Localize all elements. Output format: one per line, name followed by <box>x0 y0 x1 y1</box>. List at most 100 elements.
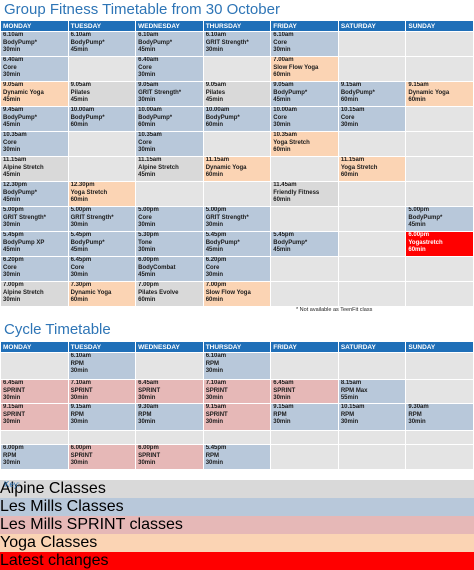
class-length: 30min <box>273 419 291 426</box>
class-cell: 5.45pm BodyPump* 45min <box>270 231 339 257</box>
class-length: 60min <box>408 97 426 104</box>
class-cell: 6.45am SPRINT 30min <box>135 379 204 404</box>
class-cell: 9.05am Dynamic Yoga 45min <box>0 81 69 107</box>
class-cell: 6.00pm Yogastretch 60min <box>405 231 474 257</box>
class-length: 30min <box>138 460 156 467</box>
empty-cell <box>270 281 339 307</box>
class-length: 45min <box>70 247 88 254</box>
timetable-row: 6.45am SPRINT 30min 7.10am SPRINT 30min 6.45am… <box>0 379 474 404</box>
class-name: BodyPump* <box>3 189 38 196</box>
class-time: 6.40am <box>138 57 159 64</box>
class-length: 45min <box>205 97 224 104</box>
class-cell: 6.45am SPRINT 30min <box>0 379 69 404</box>
empty-cell <box>202 131 272 157</box>
class-name: SPRINT <box>138 387 161 394</box>
class-name: Slow Flow Yoga <box>205 289 251 296</box>
class-cell: 6.00pm BodyCombat 45min <box>135 256 204 282</box>
class-name: Yoga Stretch <box>70 189 108 196</box>
class-cell: 6.10am RPM 30min <box>202 352 272 380</box>
timetable-row: 9.05am Dynamic Yoga 45min 9.05am Pilates 45mi… <box>0 81 474 107</box>
class-name: BodyPump* <box>205 114 240 121</box>
cycle-table: MONDAY TUESDAY WEDNESDAY THURSDAY FRIDAY SATU… <box>0 341 474 470</box>
class-cell: 8.15am RPM Max 55min <box>337 379 407 404</box>
class-name: Core <box>3 139 17 146</box>
empty-cell <box>337 256 407 282</box>
class-length: 30min <box>205 222 224 229</box>
class-time: 6.00pm <box>3 445 24 452</box>
empty-cell <box>270 156 339 182</box>
class-cell: 6.45am SPRINT 30min <box>270 379 339 404</box>
class-time: 7.00pm <box>3 282 24 289</box>
class-time: 9.15am <box>340 82 362 89</box>
class-name: Pilates Evolve <box>138 289 179 296</box>
empty-cell <box>202 56 272 82</box>
empty-cell <box>337 56 407 82</box>
class-name: Dynamic Yoga <box>3 89 44 96</box>
class-length: 45min <box>138 272 156 279</box>
class-length: 45min <box>138 172 156 179</box>
class-length: 30min <box>3 272 21 279</box>
class-cell: 10.35am Yoga Stretch 60min <box>270 131 339 157</box>
class-time: 6.10am <box>273 32 294 39</box>
empty-cell <box>405 444 474 470</box>
class-cell: 10.00am BodyPump* 60min <box>135 106 204 132</box>
class-length: 30min <box>138 97 156 104</box>
class-time: 5.00pm <box>70 207 92 214</box>
empty-cell <box>337 31 407 57</box>
class-cell: 9.15am SPRINT 30min <box>202 403 272 431</box>
class-time: 9.05am <box>70 82 91 89</box>
class-length: 30min <box>70 222 88 229</box>
day-header: FRIDAY <box>270 341 339 353</box>
class-length: 30min <box>205 368 224 375</box>
class-cell: 5.30pm Tone 30min <box>135 231 204 257</box>
class-time: 5.00pm <box>3 207 24 214</box>
class-cell: 9.15am RPM 30min <box>67 403 137 431</box>
class-cell: 6.00pm SPRINT 30min <box>67 444 137 470</box>
class-time: 9.30am <box>138 404 159 411</box>
class-cell: 5.00pm Core 30min <box>135 206 204 232</box>
class-time: 6.00pm <box>138 445 159 452</box>
class-cell: 10.15am RPM 30min <box>337 403 407 431</box>
class-name: BodyPump* <box>70 239 105 246</box>
class-cell: 7.30pm Dynamic Yoga 60min <box>67 281 137 307</box>
class-cell: 6.10am RPM 30min <box>67 352 137 380</box>
class-time: 9.15am <box>273 404 294 411</box>
footnote: * Not available as TeenFit class <box>296 307 373 313</box>
class-time: 9.05am <box>138 82 159 89</box>
class-time: 12.30pm <box>3 182 28 189</box>
header-row: MONDAY TUESDAY WEDNESDAY THURSDAY FRIDAY SATU… <box>0 20 474 32</box>
class-cell: 11.15am Alpine Stretch 45min <box>0 156 69 182</box>
class-time: 6.45pm <box>70 257 92 264</box>
class-time: 5.45pm <box>205 232 227 239</box>
empty-cell <box>135 352 204 380</box>
class-length: 60min <box>70 197 88 204</box>
class-time: 6.45am <box>273 380 294 387</box>
timetable-row: 6.10am BodyPump* 30min 6.10am BodyPump* 45min… <box>0 31 474 57</box>
class-time: 11.15am <box>205 157 230 164</box>
empty-cell <box>270 444 339 470</box>
class-cell: 6.40am Core 30min <box>0 56 69 82</box>
class-length: 30min <box>138 222 156 229</box>
empty-cell <box>270 430 339 445</box>
class-time: 10.00am <box>273 107 297 114</box>
class-cell: 5.00pm GRIT Strength* 30min <box>0 206 69 232</box>
class-cell: 9.15am BodyPump* 60min <box>337 81 407 107</box>
class-time: 7.00am <box>273 57 294 64</box>
class-time: 5.45pm <box>3 232 24 239</box>
timetable-row: 9.15am SPRINT 30min 9.15am RPM 30min 9.30am RPM… <box>0 403 474 431</box>
class-length: 30min <box>273 47 291 54</box>
key-item: Latest changes <box>0 552 474 570</box>
class-time: 11.15am <box>138 157 162 164</box>
timetable-row: 6.40am Core 30min 6.40am Core 30min 7.00am Slow… <box>0 56 474 82</box>
class-name: Dynamic Yoga <box>408 89 450 96</box>
class-name: GRIT Strength* <box>138 89 182 96</box>
class-cell: 9.05am GRIT Strength* 30min <box>135 81 204 107</box>
class-length: 30min <box>138 147 156 154</box>
class-length: 60min <box>70 122 88 129</box>
class-cell: 10.00am BodyPump* 60min <box>67 106 137 132</box>
class-name: Alpine Stretch <box>138 164 179 171</box>
class-length: 30min <box>205 395 224 402</box>
class-cell: 9.45am BodyPump* 45min <box>0 106 69 132</box>
class-cell: 7.00am Slow Flow Yoga 60min <box>270 56 339 82</box>
